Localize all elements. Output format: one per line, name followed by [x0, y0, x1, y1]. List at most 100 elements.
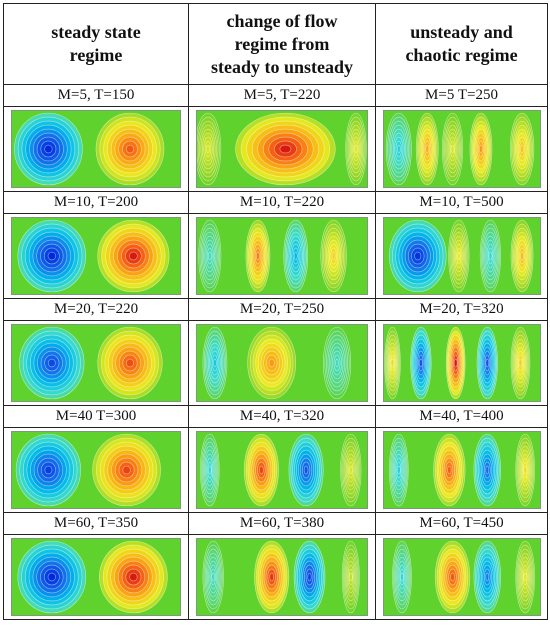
contour-band [47, 251, 56, 261]
plot-row [3, 213, 548, 299]
plot-cell [375, 320, 548, 406]
parameter-label: M=40 T=300 [3, 405, 189, 428]
contour-band [453, 358, 457, 368]
contour-plot [11, 110, 181, 188]
parameter-label: M=60, T=380 [188, 512, 376, 535]
contour-plot [11, 217, 181, 295]
parameter-label: M=20, T=250 [188, 298, 376, 321]
convection-cell [445, 326, 465, 400]
contour-plot [196, 431, 368, 509]
header-line: steady to unsteady [210, 56, 353, 77]
contour-band [129, 572, 138, 582]
convection-cell [345, 112, 367, 186]
contour-band [269, 572, 274, 582]
contour-band [211, 572, 216, 582]
contour-band [126, 358, 134, 368]
contour-band [488, 251, 492, 261]
convection-cell [320, 219, 347, 293]
parameter-row: M=20, T=220 M=20, T=250 M=20, T=320 [3, 298, 548, 321]
parameter-row: M=10, T=200 M=10, T=220 M=10, T=500 [3, 191, 548, 214]
convection-cell [198, 219, 222, 293]
convection-cell [202, 540, 224, 614]
convection-cell [245, 219, 271, 293]
contour-band [268, 358, 275, 368]
parameter-label: M=5 T=250 [375, 84, 548, 107]
parameter-label: M=20, T=220 [3, 298, 189, 321]
contour-plot [11, 324, 181, 402]
header-line: chaotic regime [405, 45, 518, 65]
convection-cell [432, 433, 465, 507]
convection-cell [97, 326, 163, 400]
convection-cell [322, 326, 352, 400]
contour-band [522, 572, 527, 582]
plot-frame [196, 538, 368, 616]
convection-cell [388, 433, 409, 507]
plot-row [3, 534, 548, 620]
plot-cell [188, 534, 376, 620]
convection-cell [17, 219, 87, 293]
contour-band [484, 465, 489, 475]
contour-band [256, 251, 260, 261]
plot-cell [3, 534, 189, 620]
contour-band [331, 251, 336, 261]
contour-band [125, 144, 135, 154]
convection-cell [340, 433, 362, 507]
convection-cell [19, 326, 85, 400]
header-line: regime from [234, 33, 330, 54]
convection-cell [473, 433, 501, 507]
contour-band [390, 358, 394, 368]
plot-frame [11, 538, 181, 616]
contour-plot [382, 324, 541, 402]
convection-cell [235, 112, 336, 186]
convection-cell [469, 112, 492, 186]
convection-cell [514, 433, 535, 507]
contour-band [450, 144, 454, 154]
contour-band [456, 251, 461, 261]
parameter-row: M=40 T=300 M=40, T=320 M=40, T=400 [3, 405, 548, 428]
contour-band [293, 251, 298, 261]
parameter-label: M=40, T=320 [188, 405, 376, 428]
plot-frame [11, 110, 181, 188]
convection-cell [441, 112, 463, 186]
contour-band [484, 358, 489, 368]
plot-row [3, 427, 548, 513]
contour-plot [382, 217, 541, 295]
contour-plot [196, 110, 368, 188]
convection-cell [92, 433, 161, 507]
parameter-label: M=20, T=320 [375, 298, 548, 321]
parameter-label: M=40, T=400 [375, 405, 548, 428]
plot-frame [196, 110, 368, 188]
plot-frame [11, 431, 181, 509]
plot-frame [196, 431, 368, 509]
parameter-label: M=5, T=220 [188, 84, 376, 107]
header-row: steady state regime change of flow regim… [3, 3, 548, 85]
convection-cell [15, 433, 82, 507]
plot-frame [196, 217, 368, 295]
contour-band [518, 358, 522, 368]
contour-plot [196, 217, 368, 295]
plot-cell [188, 427, 376, 513]
plot-frame [196, 324, 368, 402]
convection-cell [473, 540, 501, 614]
results-table: steady state regime change of flow regim… [3, 3, 548, 620]
header-line: steady state [51, 22, 141, 42]
convection-cell [514, 540, 535, 614]
contour-band [399, 572, 404, 582]
contour-band [519, 144, 524, 154]
contour-band [349, 572, 353, 582]
contour-band [47, 358, 56, 368]
convection-cell [415, 112, 439, 186]
plot-frame [382, 538, 541, 616]
contour-band [424, 144, 429, 154]
contour-band [519, 251, 524, 261]
convection-cell [510, 326, 530, 400]
contour-band [354, 144, 358, 154]
contour-plot [11, 431, 181, 509]
plot-frame [382, 324, 541, 402]
contour-plot [382, 538, 541, 616]
contour-band [206, 144, 210, 154]
plot-cell [188, 320, 376, 406]
contour-band [129, 251, 138, 261]
contour-band [44, 144, 53, 154]
plot-cell [375, 427, 548, 513]
